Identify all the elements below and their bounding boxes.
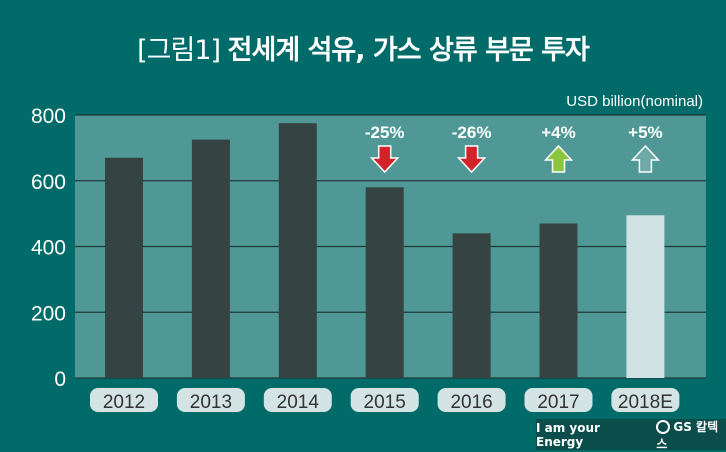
x-label-pill — [263, 388, 332, 412]
bar-2016 — [452, 233, 491, 378]
x-tick-label: 2018E — [618, 392, 673, 413]
y-tick-label: 0 — [54, 368, 66, 391]
x-tick-label: 2015 — [364, 392, 406, 413]
bar-2014 — [278, 123, 317, 378]
change-label: +4% — [541, 123, 576, 142]
x-label-pill — [437, 388, 506, 412]
title-text: 전세계 석유, 가스 상류 부문 투자 — [227, 35, 590, 66]
y-tick-label: 600 — [31, 171, 66, 194]
up-arrow-icon — [630, 144, 661, 173]
x-tick-label: 2017 — [537, 392, 579, 413]
change-label: -26% — [452, 123, 492, 142]
change-label: -25% — [365, 123, 405, 142]
gs-logo-icon — [656, 420, 671, 434]
brand-logo: GS 칼텍스 — [656, 418, 726, 452]
bar-2017 — [539, 223, 578, 378]
x-label-pill — [350, 388, 419, 412]
figure-label: [그림1] — [137, 35, 221, 66]
bar-2018E — [626, 215, 665, 378]
change-label: +5% — [628, 123, 663, 142]
brand-name: GS 칼텍스 — [656, 419, 719, 451]
chart-title: [그림1] 전세계 석유, 가스 상류 부문 투자 — [0, 28, 726, 67]
x-tick-label: 2014 — [277, 392, 320, 413]
down-arrow-icon — [369, 145, 400, 174]
up-arrow-icon — [543, 144, 574, 173]
y-tick-label: 400 — [31, 237, 66, 260]
bar-2013 — [191, 139, 230, 378]
bar-2015 — [365, 187, 404, 378]
x-label-pill — [90, 388, 158, 412]
x-tick-label: 2013 — [190, 392, 232, 413]
y-tick-label: 800 — [31, 105, 66, 128]
x-label-pill — [524, 388, 593, 412]
x-label-pill — [176, 388, 245, 412]
down-arrow-icon — [456, 145, 487, 174]
y-tick-label: 200 — [31, 302, 66, 325]
slogan: I am your Energy — [536, 420, 600, 449]
footer-banner: I am your Energy GS 칼텍스 — [536, 418, 726, 452]
bar-2012 — [105, 157, 143, 378]
x-tick-label: 2016 — [450, 392, 492, 413]
unit-label: USD billion(nominal) — [566, 93, 703, 110]
x-label-pill — [611, 388, 680, 412]
x-tick-label: 2012 — [103, 392, 145, 413]
